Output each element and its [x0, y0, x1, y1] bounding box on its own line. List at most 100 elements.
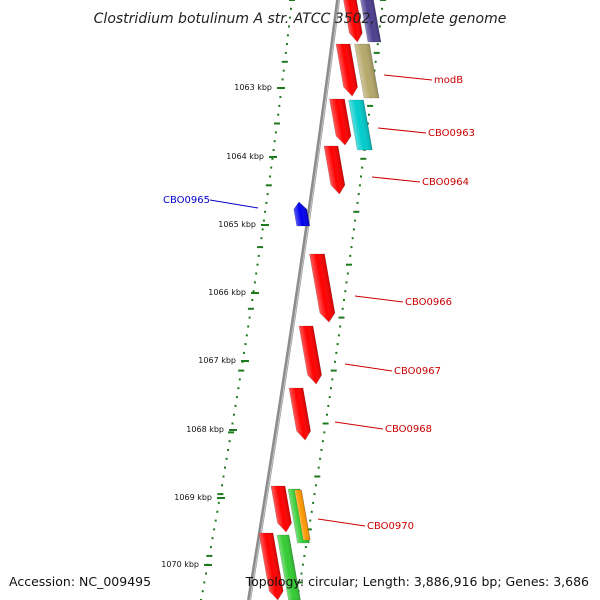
left-tick-dot [211, 537, 214, 540]
right-tick-dot [376, 43, 379, 46]
left-tick-dot [284, 51, 287, 54]
right-tick-dot [339, 325, 342, 328]
left-tick-dot [270, 166, 273, 169]
left-tick-dot [289, 16, 291, 19]
right-tick-dot [300, 572, 303, 575]
right-tick-dot [322, 422, 329, 425]
right-tick-dot [317, 466, 320, 469]
gene-feature-cbo0965-shade [293, 202, 310, 226]
right-tick-dot [360, 157, 367, 160]
left-tick-dot [257, 254, 260, 257]
right-tick-dot [368, 113, 370, 116]
left-tick-dot [238, 378, 241, 381]
gene-label-cbo0970[interactable]: CBO0970 [367, 521, 414, 532]
scale-tick [261, 224, 269, 226]
left-tick-dot [206, 554, 213, 557]
right-tick-dot [357, 193, 360, 196]
left-tick-dot [231, 422, 234, 425]
scale-label: 1068 kbp [186, 425, 224, 434]
right-tick-dot [305, 528, 312, 531]
left-tick-dot [201, 590, 204, 593]
gene-feature [343, 0, 363, 43]
left-tick-dot [244, 343, 247, 346]
right-tick-dot [309, 519, 312, 522]
map-title: Clostridium botulinum A str. ATCC 3502, … [94, 11, 507, 27]
left-tick-dot [278, 104, 281, 107]
accession-text: Accession: NC_009495 [9, 574, 151, 589]
left-tick-dot [237, 387, 240, 390]
right-tick-dot [334, 360, 336, 363]
scale-tick [217, 497, 225, 499]
gene-feature-cbo0966-shade [309, 254, 335, 322]
gene-feature-cbo0970-shade [294, 490, 311, 540]
gene-feature-cbo0963 [329, 98, 352, 146]
right-tick-dot [328, 396, 331, 399]
left-tick-dot [290, 7, 292, 10]
gene-feature-cbo0963-shade [329, 99, 352, 145]
right-tick-dot [337, 334, 340, 337]
gene-feature-cbo0968-shade [289, 388, 311, 440]
right-tick-dot [326, 413, 328, 416]
left-tick-dot [216, 510, 219, 513]
gene-label-cbo0964[interactable]: CBO0964 [422, 177, 469, 188]
left-tick-dot [255, 272, 258, 275]
left-tick-dot [222, 475, 225, 478]
right-tick-dot [346, 263, 352, 266]
gene-feature-cbo0965 [293, 201, 311, 227]
gene-feature-shade [360, 0, 381, 42]
gene-label-cbo0968[interactable]: CBO0968 [385, 424, 432, 435]
gene-label-cbo0963[interactable]: CBO0963 [428, 128, 475, 139]
gene-feature-modb [335, 43, 358, 97]
right-tick-dot [310, 510, 313, 513]
left-tick-dot [277, 113, 280, 116]
right-tick-dot [330, 369, 337, 372]
left-tick-dot [274, 131, 277, 134]
gene-feature-modb [354, 43, 380, 99]
right-tick-dot [344, 290, 347, 293]
gene-feature-cbo0970 [294, 489, 311, 541]
left-tick-dot [256, 263, 259, 266]
gene-label-cbo0966[interactable]: CBO0966 [405, 297, 452, 308]
leader-line-cbo0967 [344, 363, 393, 372]
left-tick-dot [213, 528, 216, 531]
left-tick-dot [228, 431, 235, 434]
gene-label-modb[interactable]: modB [434, 75, 463, 86]
left-tick-dot [272, 149, 275, 151]
left-tick-dot [271, 157, 274, 160]
right-tick-dot [345, 281, 348, 284]
leader-line-cbo0966 [354, 295, 404, 303]
left-tick-dot [264, 210, 267, 213]
gene-feature-shade [277, 535, 301, 600]
right-tick-dot [320, 449, 323, 451]
right-tick-dot [358, 184, 361, 187]
right-tick-dot [378, 25, 381, 28]
gene-feature-cbo0967-shade [299, 326, 322, 384]
gene-label-cbo0965[interactable]: CBO0965 [163, 195, 210, 206]
scale-label: 1067 kbp [198, 356, 236, 365]
left-tick-dot [286, 34, 289, 37]
left-tick-dot [245, 334, 248, 337]
right-tick-dot [379, 16, 382, 19]
scale-tick [229, 429, 237, 431]
left-tick-dot [247, 325, 250, 328]
gene-features [258, 0, 382, 600]
gene-feature-cbo0964-shade [324, 146, 345, 194]
left-tick-dot [243, 351, 245, 354]
scale-label: 1065 kbp [218, 220, 256, 229]
left-tick-dot [282, 69, 285, 72]
left-tick-dot [288, 25, 290, 28]
leader-line-cbo0965 [209, 199, 259, 209]
left-tick-dot [281, 78, 284, 81]
scale-label: 1070 kbp [161, 560, 199, 569]
gene-feature [258, 532, 284, 600]
gene-feature-cbo0964 [323, 145, 346, 195]
gene-label-cbo0967[interactable]: CBO0967 [394, 366, 441, 377]
backbone-highlight [249, 0, 340, 600]
left-tick-dot [261, 228, 264, 231]
right-tick-dot [356, 201, 359, 204]
leader-line-modb [383, 74, 433, 81]
scale-label: 1064 kbp [226, 152, 264, 161]
left-tick-dot [260, 237, 263, 240]
right-tick-dot [373, 51, 380, 54]
left-tick-dot [238, 369, 245, 372]
